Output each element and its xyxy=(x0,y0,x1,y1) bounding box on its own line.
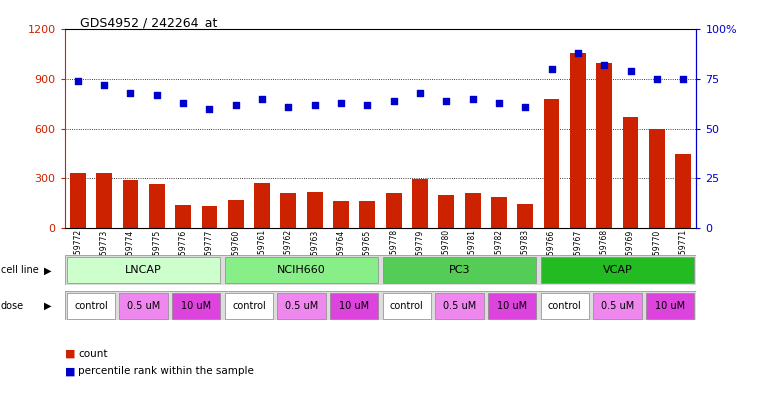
Bar xyxy=(386,193,402,228)
Bar xyxy=(412,179,428,228)
Point xyxy=(466,96,479,102)
Text: 10 uM: 10 uM xyxy=(655,301,685,310)
Bar xyxy=(333,201,349,228)
Text: control: control xyxy=(74,301,108,310)
Bar xyxy=(383,257,537,283)
Text: GDS4952 / 242264_at: GDS4952 / 242264_at xyxy=(80,16,218,29)
Bar xyxy=(646,292,694,318)
Point xyxy=(546,66,558,72)
Text: ■: ■ xyxy=(65,349,75,359)
Point xyxy=(414,90,426,96)
Point xyxy=(387,98,400,104)
Bar xyxy=(67,292,115,318)
Text: LNCAP: LNCAP xyxy=(126,265,162,275)
Text: 0.5 uM: 0.5 uM xyxy=(600,301,634,310)
Text: VCAP: VCAP xyxy=(603,265,632,275)
Bar xyxy=(465,193,480,228)
Bar xyxy=(281,193,296,228)
Point xyxy=(493,100,505,106)
Bar xyxy=(593,292,642,318)
Text: percentile rank within the sample: percentile rank within the sample xyxy=(78,366,254,376)
Text: cell line: cell line xyxy=(1,265,39,275)
Point xyxy=(335,100,347,106)
Bar xyxy=(517,204,533,228)
Bar xyxy=(70,173,86,228)
Point xyxy=(651,76,663,82)
Bar xyxy=(540,257,694,283)
Bar xyxy=(119,292,168,318)
Bar xyxy=(277,292,326,318)
Text: control: control xyxy=(390,301,424,310)
Point xyxy=(151,92,163,98)
Bar xyxy=(491,197,507,228)
Text: PC3: PC3 xyxy=(449,265,470,275)
Point xyxy=(440,98,452,104)
Text: control: control xyxy=(232,301,266,310)
Bar xyxy=(254,183,270,228)
Text: 10 uM: 10 uM xyxy=(497,301,527,310)
Bar xyxy=(540,292,589,318)
Point xyxy=(309,102,321,108)
Bar xyxy=(172,292,221,318)
Bar xyxy=(359,201,375,228)
Bar xyxy=(622,117,638,228)
Bar xyxy=(649,129,665,228)
Bar xyxy=(383,292,431,318)
Text: 10 uM: 10 uM xyxy=(181,301,212,310)
Bar xyxy=(67,257,221,283)
Point xyxy=(230,102,242,108)
Bar xyxy=(543,99,559,228)
Bar xyxy=(597,62,612,228)
Point xyxy=(677,76,689,82)
Text: ▶: ▶ xyxy=(44,265,52,275)
Bar xyxy=(675,154,691,228)
Point xyxy=(98,82,110,88)
Text: dose: dose xyxy=(1,301,24,311)
Bar xyxy=(570,53,586,228)
Bar xyxy=(96,173,112,228)
Point xyxy=(625,68,637,74)
Point xyxy=(177,100,189,106)
Bar xyxy=(202,206,218,228)
Text: ■: ■ xyxy=(65,366,75,376)
Bar xyxy=(228,200,244,228)
Text: control: control xyxy=(548,301,581,310)
Point xyxy=(282,104,295,110)
Text: ▶: ▶ xyxy=(44,301,52,311)
Point xyxy=(124,90,136,96)
Point xyxy=(572,50,584,57)
Text: 10 uM: 10 uM xyxy=(339,301,369,310)
Point xyxy=(72,78,84,84)
Point xyxy=(519,104,531,110)
Bar xyxy=(123,180,139,228)
Text: 0.5 uM: 0.5 uM xyxy=(285,301,318,310)
Point xyxy=(256,96,268,102)
Bar xyxy=(435,292,484,318)
Bar xyxy=(149,184,164,228)
Bar xyxy=(224,292,273,318)
Bar xyxy=(307,191,323,228)
Point xyxy=(598,62,610,68)
Text: 0.5 uM: 0.5 uM xyxy=(443,301,476,310)
Bar xyxy=(224,257,378,283)
Bar xyxy=(175,205,191,228)
Bar xyxy=(330,292,378,318)
Point xyxy=(203,106,215,112)
Bar xyxy=(488,292,537,318)
Bar xyxy=(438,195,454,228)
Text: NCIH660: NCIH660 xyxy=(277,265,326,275)
Text: 0.5 uM: 0.5 uM xyxy=(127,301,161,310)
Text: count: count xyxy=(78,349,108,359)
Point xyxy=(361,102,374,108)
